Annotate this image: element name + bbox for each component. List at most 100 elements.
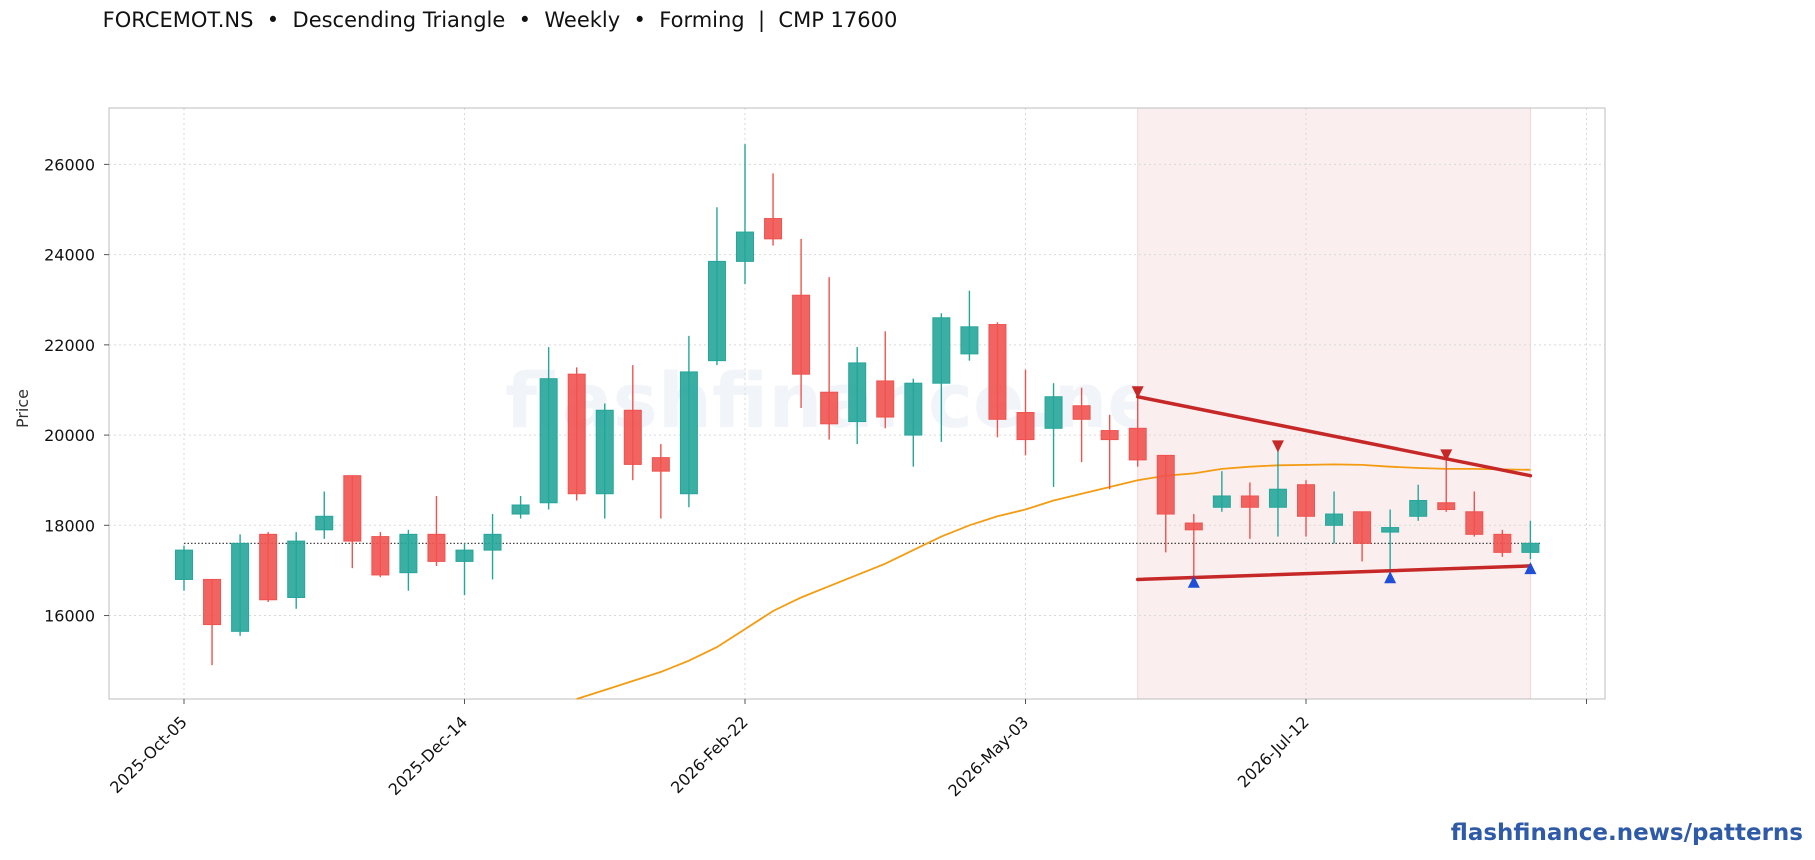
y-tick-label: 16000 (44, 607, 95, 626)
candle-body (707, 260, 726, 362)
candle (1072, 387, 1091, 463)
candle-body (1353, 511, 1372, 544)
candle (259, 532, 278, 603)
candle-body (427, 533, 446, 562)
candle (399, 529, 418, 591)
candle-body (1016, 412, 1035, 441)
swing-high-marker (1271, 440, 1284, 453)
candle (427, 495, 446, 566)
candle-body (988, 324, 1007, 420)
candle (792, 238, 811, 409)
candle-body (1128, 427, 1147, 461)
candle-body (904, 382, 923, 436)
candle (1184, 514, 1203, 578)
candle-body (259, 533, 278, 601)
candle (1156, 454, 1175, 553)
candle (1353, 511, 1372, 562)
candle (539, 347, 558, 510)
candle-body (399, 533, 418, 574)
candle-body (623, 409, 642, 465)
candle-body (595, 409, 614, 495)
candle-body (932, 317, 951, 384)
candle (1212, 471, 1231, 512)
candle-body (651, 457, 670, 472)
candle-body (1493, 533, 1512, 553)
candle (651, 444, 670, 519)
candle (736, 144, 754, 284)
candle (1297, 480, 1315, 537)
x-tick-label: 2026-Jul-12 (1234, 712, 1313, 791)
swing-low-marker (1187, 575, 1200, 588)
candle (1240, 482, 1259, 539)
candle (960, 290, 979, 361)
candle-body (1072, 405, 1091, 420)
candle (175, 545, 193, 591)
candle (371, 532, 390, 578)
candle (483, 514, 502, 580)
candle-body (1409, 499, 1428, 517)
candle (231, 534, 250, 636)
candle-body (511, 504, 530, 515)
candle-body (1268, 488, 1287, 508)
candle-body (483, 533, 502, 551)
swing-low-marker (1524, 562, 1537, 575)
candle (1409, 484, 1428, 521)
candle-body (231, 542, 250, 632)
candle (932, 313, 951, 442)
chart-title: FORCEMOT.NS • Descending Triangle • Week… (102, 8, 898, 32)
candle-body (1297, 484, 1315, 517)
candle (707, 207, 726, 366)
candle (511, 495, 530, 519)
candle (1128, 396, 1147, 467)
credit-link[interactable]: flashfinance.news/patterns (1450, 820, 1803, 846)
candle (1268, 444, 1287, 537)
plot-frame (108, 107, 1606, 700)
candle-body (1381, 527, 1400, 533)
swing-low-marker (1384, 571, 1397, 584)
candle-body (820, 391, 839, 425)
candle (623, 365, 642, 481)
candle-body (792, 294, 811, 375)
candle-body (287, 540, 306, 598)
y-tick-label: 18000 (44, 516, 95, 535)
candle (287, 532, 306, 609)
candle (1100, 414, 1119, 490)
candle (343, 475, 362, 569)
resistance-trendline (1135, 394, 1533, 478)
candle-body (1044, 396, 1063, 429)
candle (1044, 383, 1063, 487)
x-tick-label: 2025-Dec-14 (385, 712, 472, 799)
support-trendline (1135, 564, 1533, 582)
candle-body (764, 218, 783, 240)
pattern-zone (1137, 107, 1531, 700)
candle-body (960, 326, 979, 355)
candle (1521, 520, 1540, 560)
candle-body (315, 515, 334, 531)
moving-average-line (576, 463, 1531, 700)
candle (455, 543, 474, 596)
candle-body (876, 380, 895, 418)
x-tick-label: 2025-Oct-05 (106, 712, 191, 797)
y-axis-label: Price (13, 389, 32, 428)
candle (315, 491, 334, 539)
swing-high-marker (1131, 386, 1144, 399)
x-tick-label: 2026-Feb-22 (667, 712, 752, 797)
candle-body (848, 362, 867, 423)
candle (1493, 529, 1512, 557)
candle (1437, 455, 1456, 512)
candle-body (1240, 495, 1259, 508)
candle (820, 277, 839, 440)
y-tick-label: 26000 (44, 155, 95, 174)
candle (904, 378, 923, 467)
candle (988, 322, 1007, 438)
candle-body (1465, 511, 1484, 535)
candle-body (1100, 430, 1119, 441)
candle (876, 331, 895, 429)
candle (1325, 491, 1344, 544)
candle (1381, 509, 1400, 573)
candle-body (175, 549, 193, 580)
candle (1465, 491, 1484, 537)
candle-body (1325, 513, 1344, 526)
candle (595, 403, 614, 519)
y-tick-label: 22000 (44, 336, 95, 355)
